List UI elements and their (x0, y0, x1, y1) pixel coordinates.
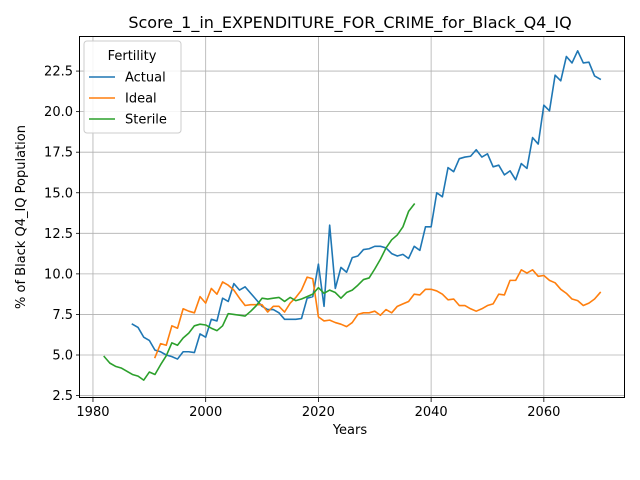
chart-title: Score_1_in_EXPENDITURE_FOR_CRIME_for_Bla… (128, 13, 571, 33)
series-lines (103, 49, 602, 381)
legend-label-actual: Actual (125, 71, 166, 86)
x-tick-label: 1980 (76, 405, 109, 420)
x-tick-label: 2040 (415, 405, 448, 420)
x-tick-label: 2060 (527, 405, 560, 420)
y-tick-label: 22.5 (44, 65, 73, 80)
series-line-actual (131, 49, 602, 360)
series-line-ideal (153, 269, 602, 359)
series-line-sterile (103, 202, 416, 381)
legend-box (83, 40, 182, 134)
y-tick-label: 20.0 (44, 105, 73, 120)
x-axis-ticks: 1980 2000 2020 2040 2060 (76, 398, 560, 420)
y-tick-label: 17.5 (44, 146, 73, 161)
legend-label-ideal: Ideal (125, 92, 157, 107)
y-tick-label: 7.5 (52, 308, 73, 323)
legend: Fertility Actual Ideal Sterile (83, 40, 182, 134)
y-axis-ticks: 2.5 5.0 7.5 10.0 12.5 15.0 17.5 20.0 22.5 (44, 65, 80, 404)
grid-lines (80, 37, 625, 398)
y-tick-label: 5.0 (52, 349, 73, 364)
x-axis-label: Years (332, 423, 368, 438)
y-tick-label: 10.0 (44, 267, 73, 282)
y-tick-label: 15.0 (44, 186, 73, 201)
y-axis-label: % of Black Q4_IQ Population (14, 125, 29, 309)
legend-label-sterile: Sterile (125, 113, 167, 128)
y-tick-label: 12.5 (44, 227, 73, 242)
plot-frame (79, 36, 625, 398)
x-tick-label: 2000 (189, 405, 222, 420)
legend-title: Fertility (108, 49, 157, 64)
y-tick-label: 2.5 (52, 389, 73, 404)
x-tick-label: 2020 (302, 405, 335, 420)
